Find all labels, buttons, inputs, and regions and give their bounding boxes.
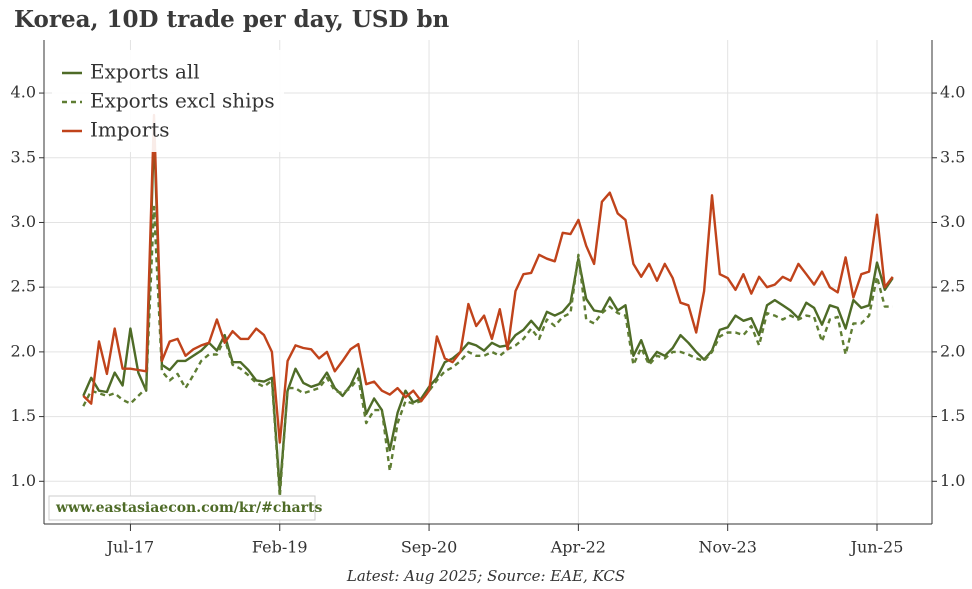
series-line bbox=[82, 129, 894, 492]
chart-title: Korea, 10D trade per day, USD bn bbox=[14, 6, 450, 33]
legend-label: Exports all bbox=[90, 60, 200, 84]
legend-box bbox=[52, 50, 284, 152]
watermark: www.eastasiaecon.com/kr/#charts bbox=[55, 500, 322, 516]
x-tick-label: Apr-22 bbox=[550, 538, 606, 557]
watermark-box bbox=[48, 495, 316, 521]
x-tick-label: Nov-23 bbox=[698, 538, 756, 557]
legend-label: Imports bbox=[90, 118, 170, 142]
x-tick-label: Jun-25 bbox=[849, 538, 904, 557]
legend: Exports all Exports excl ships Imports bbox=[52, 50, 284, 152]
x-tick-label: Feb-19 bbox=[252, 538, 308, 557]
y2-tick-label: 3.5 bbox=[940, 147, 965, 166]
y-tick-label: 3.5 bbox=[11, 147, 36, 166]
y2-tick-label: 1.0 bbox=[940, 471, 965, 490]
y-tick-label: 1.5 bbox=[11, 406, 36, 425]
x-tick-label: Sep-20 bbox=[401, 538, 457, 557]
y2-tick-label: 2.5 bbox=[940, 277, 965, 296]
y-tick-label: 1.0 bbox=[11, 471, 36, 490]
y-tick-label: 3.0 bbox=[11, 212, 36, 231]
y2-tick-label: 3.0 bbox=[940, 212, 965, 231]
x-tick-label: Jul-17 bbox=[105, 538, 155, 557]
source-note: Latest: Aug 2025; Source: EAE, KCS bbox=[346, 567, 625, 585]
y-tick-label: 2.5 bbox=[11, 277, 36, 296]
y2-tick-label: 4.0 bbox=[940, 83, 965, 102]
y2-tick-label: 1.5 bbox=[940, 406, 965, 425]
y-tick-label: 4.0 bbox=[11, 83, 36, 102]
legend-label: Exports excl ships bbox=[90, 89, 275, 113]
y-tick-label: 2.0 bbox=[11, 341, 36, 360]
series-line bbox=[82, 113, 894, 444]
y2-tick-label: 2.0 bbox=[940, 341, 965, 360]
series-line bbox=[82, 205, 893, 498]
